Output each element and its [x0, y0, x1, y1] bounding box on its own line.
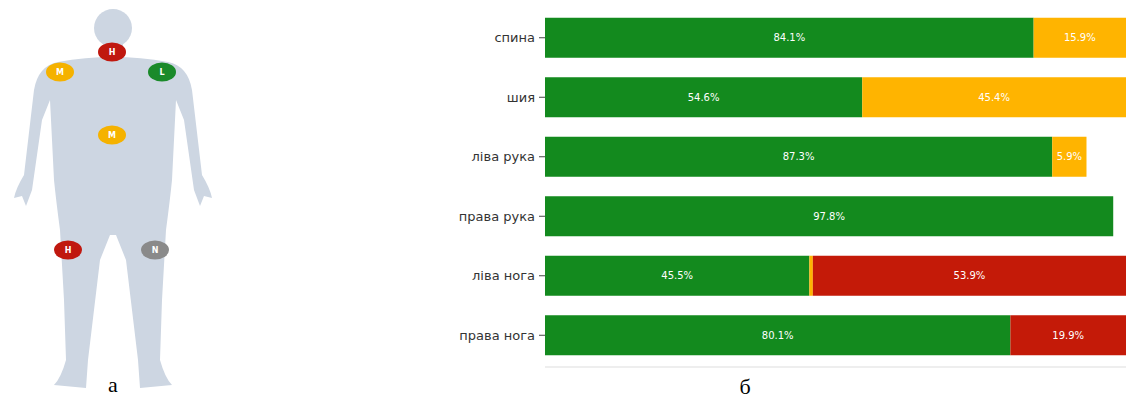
bar — [545, 18, 1034, 58]
data-label: 54.6% — [688, 92, 720, 103]
data-label: 87.3% — [783, 151, 815, 162]
data-label: 15.9% — [1064, 32, 1096, 43]
marker — [98, 126, 126, 145]
marker — [98, 43, 126, 62]
body-diagram: H M L M H N — [14, 9, 212, 388]
bar — [545, 315, 1010, 355]
x-range-line — [545, 367, 1126, 368]
marker-label: L — [159, 68, 164, 77]
torso-limbs — [14, 57, 212, 388]
data-label: 53.9% — [954, 270, 986, 281]
marker — [46, 63, 74, 82]
marker — [148, 63, 176, 82]
data-label: 19.9% — [1052, 330, 1084, 341]
y-tick — [539, 156, 545, 157]
y-tick-label: ліва нога — [472, 268, 535, 283]
marker — [54, 241, 82, 260]
figure: H M L M H Nа б 84.1% 15.9% 54.6% 45.4% 87.3% 5.9% 97.… — [0, 0, 1138, 407]
bar — [545, 256, 809, 296]
marker-label: H — [65, 246, 72, 255]
head — [94, 9, 132, 47]
marker-label: N — [152, 246, 159, 255]
bar — [545, 137, 1052, 177]
y-axis: спина шия ліва рука права рука ліва нога прав… — [459, 30, 545, 343]
y-tick-label: права нога — [459, 328, 535, 343]
bars — [545, 18, 1126, 356]
data-labels: 84.1% 15.9% 54.6% 45.4% 87.3% 5.9% 97.8% 45.5% 5… — [661, 32, 1095, 341]
panel-label: а — [108, 372, 118, 397]
bar — [1010, 315, 1126, 355]
y-tick-label: шия — [507, 90, 535, 105]
y-tick — [539, 216, 545, 217]
y-tick-label: права рука — [459, 209, 535, 224]
y-tick-label: спина — [494, 30, 535, 45]
data-label: 45.4% — [978, 92, 1010, 103]
bar — [1034, 18, 1126, 58]
bar — [545, 196, 1113, 236]
data-label: 80.1% — [762, 330, 794, 341]
bar — [813, 256, 1126, 296]
marker-label: M — [56, 68, 64, 77]
bar — [1052, 137, 1086, 177]
y-tick — [539, 275, 545, 276]
data-label: 97.8% — [813, 211, 845, 222]
y-tick — [539, 97, 545, 98]
data-label: 45.5% — [661, 270, 693, 281]
data-label: 84.1% — [773, 32, 805, 43]
bar — [809, 256, 812, 296]
y-tick — [539, 335, 545, 336]
marker — [141, 241, 169, 260]
panel-label: б — [739, 374, 750, 399]
marker-label: H — [109, 48, 116, 57]
y-tick-label: ліва рука — [472, 149, 535, 164]
bar — [862, 77, 1126, 117]
y-tick — [539, 37, 545, 38]
marker-label: M — [108, 131, 116, 140]
data-label: 5.9% — [1057, 151, 1082, 162]
bar — [545, 77, 862, 117]
